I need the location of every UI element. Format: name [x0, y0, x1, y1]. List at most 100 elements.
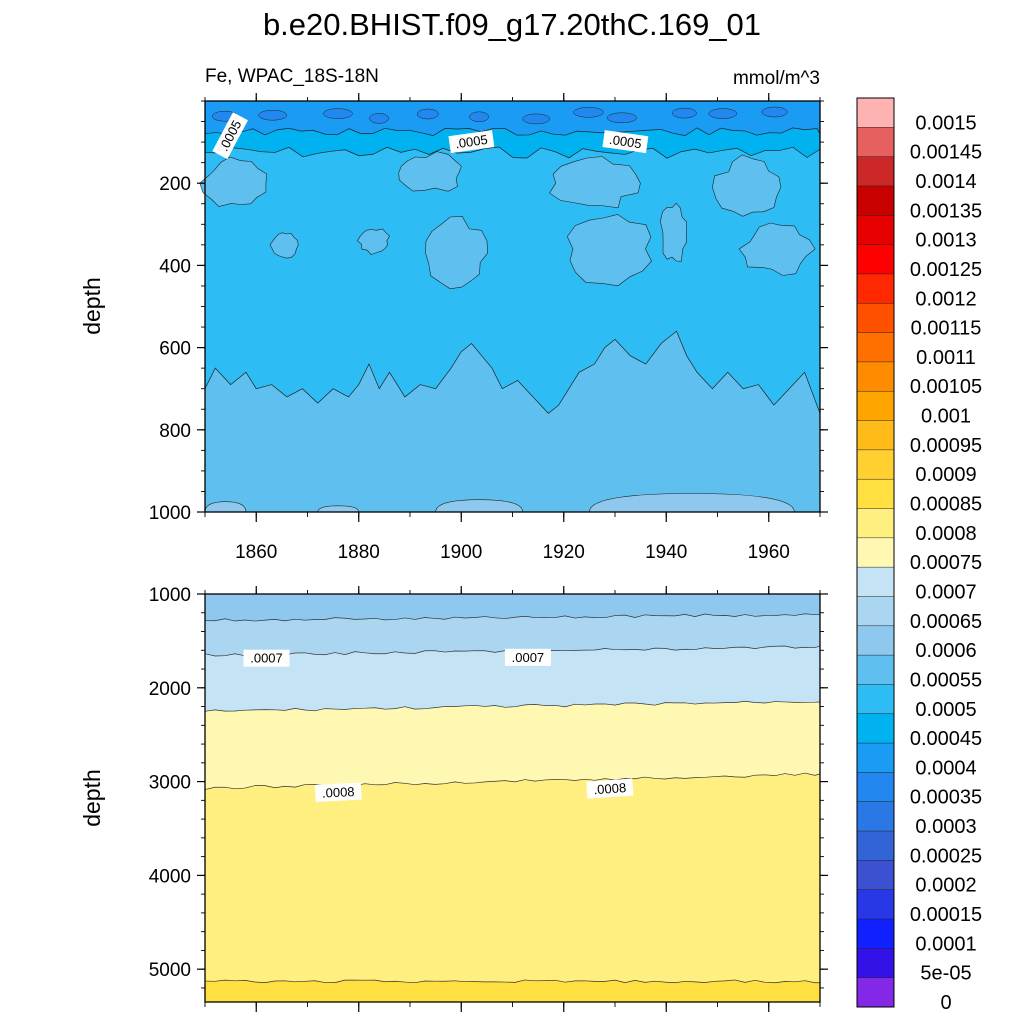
x-tick-label: 1880: [338, 542, 380, 563]
colorbar-label: 5e-05: [920, 963, 971, 985]
colorbar-label: 0.0014: [915, 171, 976, 193]
colorbar-label: 0.00015: [910, 904, 982, 926]
band-0.00035-blob: [469, 111, 489, 123]
colorbar-swatch: [857, 625, 894, 656]
contour-label: .0008: [586, 778, 634, 799]
colorbar-swatch: [857, 391, 894, 421]
upper-panel-ticks: 200 400 600 800 1000 1860 1880 1900 1920 1940 1960: [149, 93, 828, 563]
svg-text:.0008: .0008: [322, 784, 355, 801]
svg-text:.0005: .0005: [608, 132, 642, 151]
chart-title: b.e20.BHIST.f09_g17.20thC.169_01: [263, 7, 761, 42]
band-0.0006-patch: [204, 501, 247, 513]
colorbar-label: 0.00045: [910, 728, 982, 750]
colorbar-swatch: [857, 713, 894, 744]
x-tick-label: 1940: [645, 542, 687, 563]
y-tick-label: 3000: [149, 773, 191, 794]
colorbar-label: 0.0011: [916, 347, 976, 369]
band-0.0006-patch: [435, 499, 524, 513]
colorbar-label: 0.0013: [915, 230, 976, 252]
band-0.00035-blob: [708, 108, 738, 119]
band-0.00055-patch: [566, 214, 652, 287]
colorbar-swatch: [857, 303, 894, 333]
svg-text:.0007: .0007: [512, 650, 545, 665]
colorbar-label: 0.0001: [915, 933, 976, 955]
contour-line: [204, 330, 821, 414]
colorbar-label: 0.00095: [910, 435, 982, 457]
colorbar-label: 0.00125: [910, 259, 982, 281]
y-tick-label: 1000: [149, 503, 191, 524]
colorbar-swatch: [857, 567, 894, 597]
colorbar-swatch: [857, 655, 894, 685]
lower-panel-contour-labels: .0007 .0007 .0008 .0008: [243, 648, 634, 802]
band-0.00035-blob: [258, 109, 288, 121]
y-tick-label: 400: [159, 256, 191, 277]
band-0.00085-0.0009: [205, 979, 820, 1002]
colorbar-label: 0.0012: [915, 288, 976, 310]
colorbar-label: 0.00035: [910, 787, 982, 809]
y-tick-label: 1000: [149, 585, 191, 606]
band-0.00055-patch: [357, 228, 390, 255]
colorbar-swatch: [857, 889, 894, 920]
band-0.00055-deep: [205, 331, 820, 512]
lower-panel: .0007 .0007 .0008 .0008 1000 2000 3000 4000 500…: [79, 585, 828, 1012]
band-0.00035-blob: [323, 108, 353, 119]
colorbar-swatch: [857, 332, 894, 363]
colorbar-swatch: [857, 801, 894, 832]
colorbar-swatch: [857, 684, 894, 715]
colorbar-label: 0.001: [921, 406, 971, 428]
colorbar-swatch: [857, 596, 894, 627]
band-0.00055-patch: [659, 202, 688, 262]
colorbar-label: 0.0004: [915, 757, 976, 779]
colorbar-label: 0.0008: [915, 523, 976, 545]
colorbar-swatch: [857, 772, 894, 803]
colorbar: 0.0015 0.00145 0.0014 0.00135 0.0013 0.00125 0…: [856, 97, 982, 1014]
colorbar-label: 0.0007: [915, 582, 976, 604]
colorbar-label: 0.00065: [910, 611, 982, 633]
upper-panel-contour-lines: [204, 127, 821, 414]
colorbar-label: 0.00055: [910, 670, 982, 692]
colorbar-label: 0.0015: [915, 112, 976, 134]
contour-line: [204, 146, 821, 159]
lower-panel-ylabel: depth: [79, 769, 105, 827]
band-0.00035-blob: [522, 113, 550, 125]
band-0.00035-blob: [672, 107, 697, 119]
colorbar-swatch: [857, 127, 894, 158]
band-0.0006-patch: [589, 493, 795, 513]
colorbar-label: 0.0003: [915, 816, 976, 838]
colorbar-swatch: [857, 420, 894, 451]
x-tick-label: 1900: [440, 542, 482, 563]
band-0.00035-blob: [417, 108, 439, 120]
band-0.00055-patch: [425, 215, 488, 290]
colorbar-label: 0.0006: [915, 640, 976, 662]
contour-line: [204, 700, 821, 712]
colorbar-swatch: [857, 743, 894, 773]
colorbar-swatch: [857, 537, 894, 568]
band-0.00035-blob: [606, 112, 637, 124]
x-tick-label: 1920: [543, 542, 585, 563]
contour-label: .0007: [243, 649, 290, 667]
colorbar-label: 0.00085: [910, 494, 982, 516]
band-0.00035-blob: [369, 113, 389, 124]
contour-label: .0008: [314, 782, 362, 802]
variable-label: Fe, WPAC_18S-18N: [205, 66, 379, 87]
colorbar-label: 0.0005: [915, 699, 976, 721]
contour-line: [204, 772, 821, 790]
colorbar-swatch: [857, 831, 894, 861]
colorbar-swatch: [857, 244, 894, 275]
colorbar-label: 0.00025: [910, 845, 982, 867]
contour-line: [204, 613, 821, 622]
colorbar-label: 0: [940, 992, 951, 1014]
y-tick-label: 2000: [149, 679, 191, 700]
units-label: mmol/m^3: [733, 68, 820, 89]
colorbar-swatch: [857, 508, 894, 539]
band-0.0008-0.00085: [205, 773, 820, 1002]
colorbar-label: 0.00075: [910, 552, 982, 574]
colorbar-swatch: [857, 449, 894, 480]
x-tick-label: 1960: [748, 542, 790, 563]
band-0.00055-patch: [549, 156, 641, 209]
colorbar-swatch: [857, 977, 894, 1008]
band-0.00055-patch: [738, 222, 816, 276]
band-0.00035-blob: [573, 107, 604, 118]
